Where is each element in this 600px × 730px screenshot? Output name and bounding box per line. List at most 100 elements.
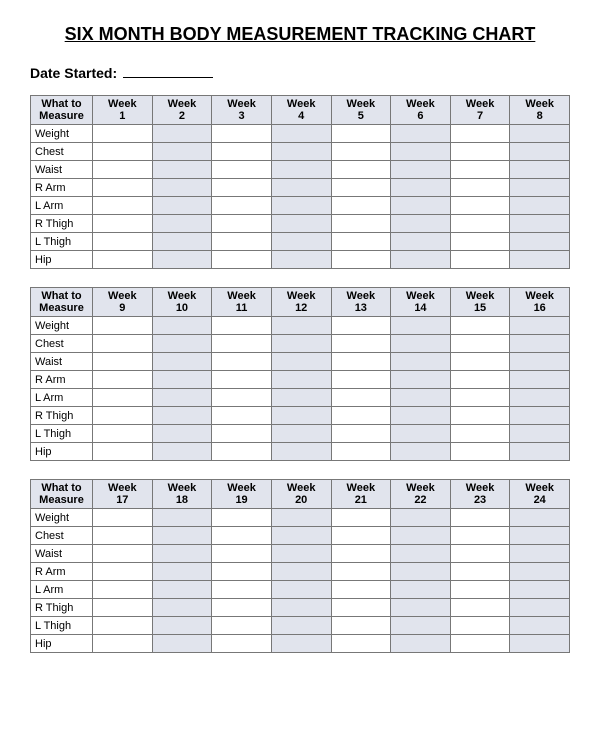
data-cell[interactable] — [450, 599, 510, 617]
data-cell[interactable] — [152, 125, 212, 143]
data-cell[interactable] — [271, 509, 331, 527]
data-cell[interactable] — [93, 215, 153, 233]
data-cell[interactable] — [152, 233, 212, 251]
data-cell[interactable] — [331, 143, 391, 161]
data-cell[interactable] — [450, 443, 510, 461]
data-cell[interactable] — [510, 425, 570, 443]
data-cell[interactable] — [391, 443, 451, 461]
data-cell[interactable] — [450, 161, 510, 179]
data-cell[interactable] — [450, 617, 510, 635]
data-cell[interactable] — [271, 179, 331, 197]
data-cell[interactable] — [331, 251, 391, 269]
data-cell[interactable] — [450, 335, 510, 353]
data-cell[interactable] — [212, 179, 272, 197]
data-cell[interactable] — [93, 509, 153, 527]
data-cell[interactable] — [391, 125, 451, 143]
data-cell[interactable] — [271, 215, 331, 233]
data-cell[interactable] — [510, 389, 570, 407]
data-cell[interactable] — [212, 197, 272, 215]
data-cell[interactable] — [271, 617, 331, 635]
data-cell[interactable] — [391, 581, 451, 599]
data-cell[interactable] — [212, 251, 272, 269]
data-cell[interactable] — [391, 353, 451, 371]
data-cell[interactable] — [510, 407, 570, 425]
data-cell[interactable] — [212, 389, 272, 407]
data-cell[interactable] — [510, 509, 570, 527]
data-cell[interactable] — [510, 335, 570, 353]
data-cell[interactable] — [391, 371, 451, 389]
data-cell[interactable] — [93, 335, 153, 353]
data-cell[interactable] — [152, 509, 212, 527]
data-cell[interactable] — [152, 599, 212, 617]
data-cell[interactable] — [271, 335, 331, 353]
data-cell[interactable] — [152, 179, 212, 197]
data-cell[interactable] — [152, 635, 212, 653]
data-cell[interactable] — [212, 635, 272, 653]
data-cell[interactable] — [271, 527, 331, 545]
data-cell[interactable] — [152, 617, 212, 635]
data-cell[interactable] — [391, 599, 451, 617]
data-cell[interactable] — [331, 527, 391, 545]
data-cell[interactable] — [93, 143, 153, 161]
data-cell[interactable] — [152, 161, 212, 179]
date-started-blank[interactable] — [123, 66, 213, 78]
data-cell[interactable] — [93, 617, 153, 635]
data-cell[interactable] — [331, 599, 391, 617]
data-cell[interactable] — [391, 509, 451, 527]
data-cell[interactable] — [212, 563, 272, 581]
data-cell[interactable] — [93, 635, 153, 653]
data-cell[interactable] — [271, 251, 331, 269]
data-cell[interactable] — [391, 197, 451, 215]
data-cell[interactable] — [93, 443, 153, 461]
data-cell[interactable] — [331, 179, 391, 197]
data-cell[interactable] — [152, 581, 212, 599]
data-cell[interactable] — [212, 233, 272, 251]
data-cell[interactable] — [93, 545, 153, 563]
data-cell[interactable] — [93, 197, 153, 215]
data-cell[interactable] — [212, 317, 272, 335]
data-cell[interactable] — [391, 179, 451, 197]
data-cell[interactable] — [391, 335, 451, 353]
data-cell[interactable] — [510, 317, 570, 335]
data-cell[interactable] — [212, 581, 272, 599]
data-cell[interactable] — [510, 353, 570, 371]
data-cell[interactable] — [271, 197, 331, 215]
data-cell[interactable] — [271, 581, 331, 599]
data-cell[interactable] — [450, 527, 510, 545]
data-cell[interactable] — [271, 389, 331, 407]
data-cell[interactable] — [450, 509, 510, 527]
data-cell[interactable] — [450, 389, 510, 407]
data-cell[interactable] — [93, 389, 153, 407]
data-cell[interactable] — [152, 251, 212, 269]
data-cell[interactable] — [331, 425, 391, 443]
data-cell[interactable] — [212, 599, 272, 617]
data-cell[interactable] — [391, 317, 451, 335]
data-cell[interactable] — [331, 581, 391, 599]
data-cell[interactable] — [271, 143, 331, 161]
data-cell[interactable] — [212, 527, 272, 545]
data-cell[interactable] — [450, 179, 510, 197]
data-cell[interactable] — [152, 425, 212, 443]
data-cell[interactable] — [271, 407, 331, 425]
data-cell[interactable] — [152, 143, 212, 161]
data-cell[interactable] — [212, 425, 272, 443]
data-cell[interactable] — [152, 371, 212, 389]
data-cell[interactable] — [271, 317, 331, 335]
data-cell[interactable] — [510, 527, 570, 545]
data-cell[interactable] — [391, 545, 451, 563]
data-cell[interactable] — [510, 215, 570, 233]
data-cell[interactable] — [450, 635, 510, 653]
data-cell[interactable] — [331, 215, 391, 233]
data-cell[interactable] — [450, 407, 510, 425]
data-cell[interactable] — [331, 407, 391, 425]
data-cell[interactable] — [93, 527, 153, 545]
data-cell[interactable] — [331, 353, 391, 371]
data-cell[interactable] — [450, 425, 510, 443]
data-cell[interactable] — [331, 317, 391, 335]
data-cell[interactable] — [93, 233, 153, 251]
data-cell[interactable] — [152, 389, 212, 407]
data-cell[interactable] — [510, 563, 570, 581]
data-cell[interactable] — [391, 161, 451, 179]
data-cell[interactable] — [331, 371, 391, 389]
data-cell[interactable] — [271, 443, 331, 461]
